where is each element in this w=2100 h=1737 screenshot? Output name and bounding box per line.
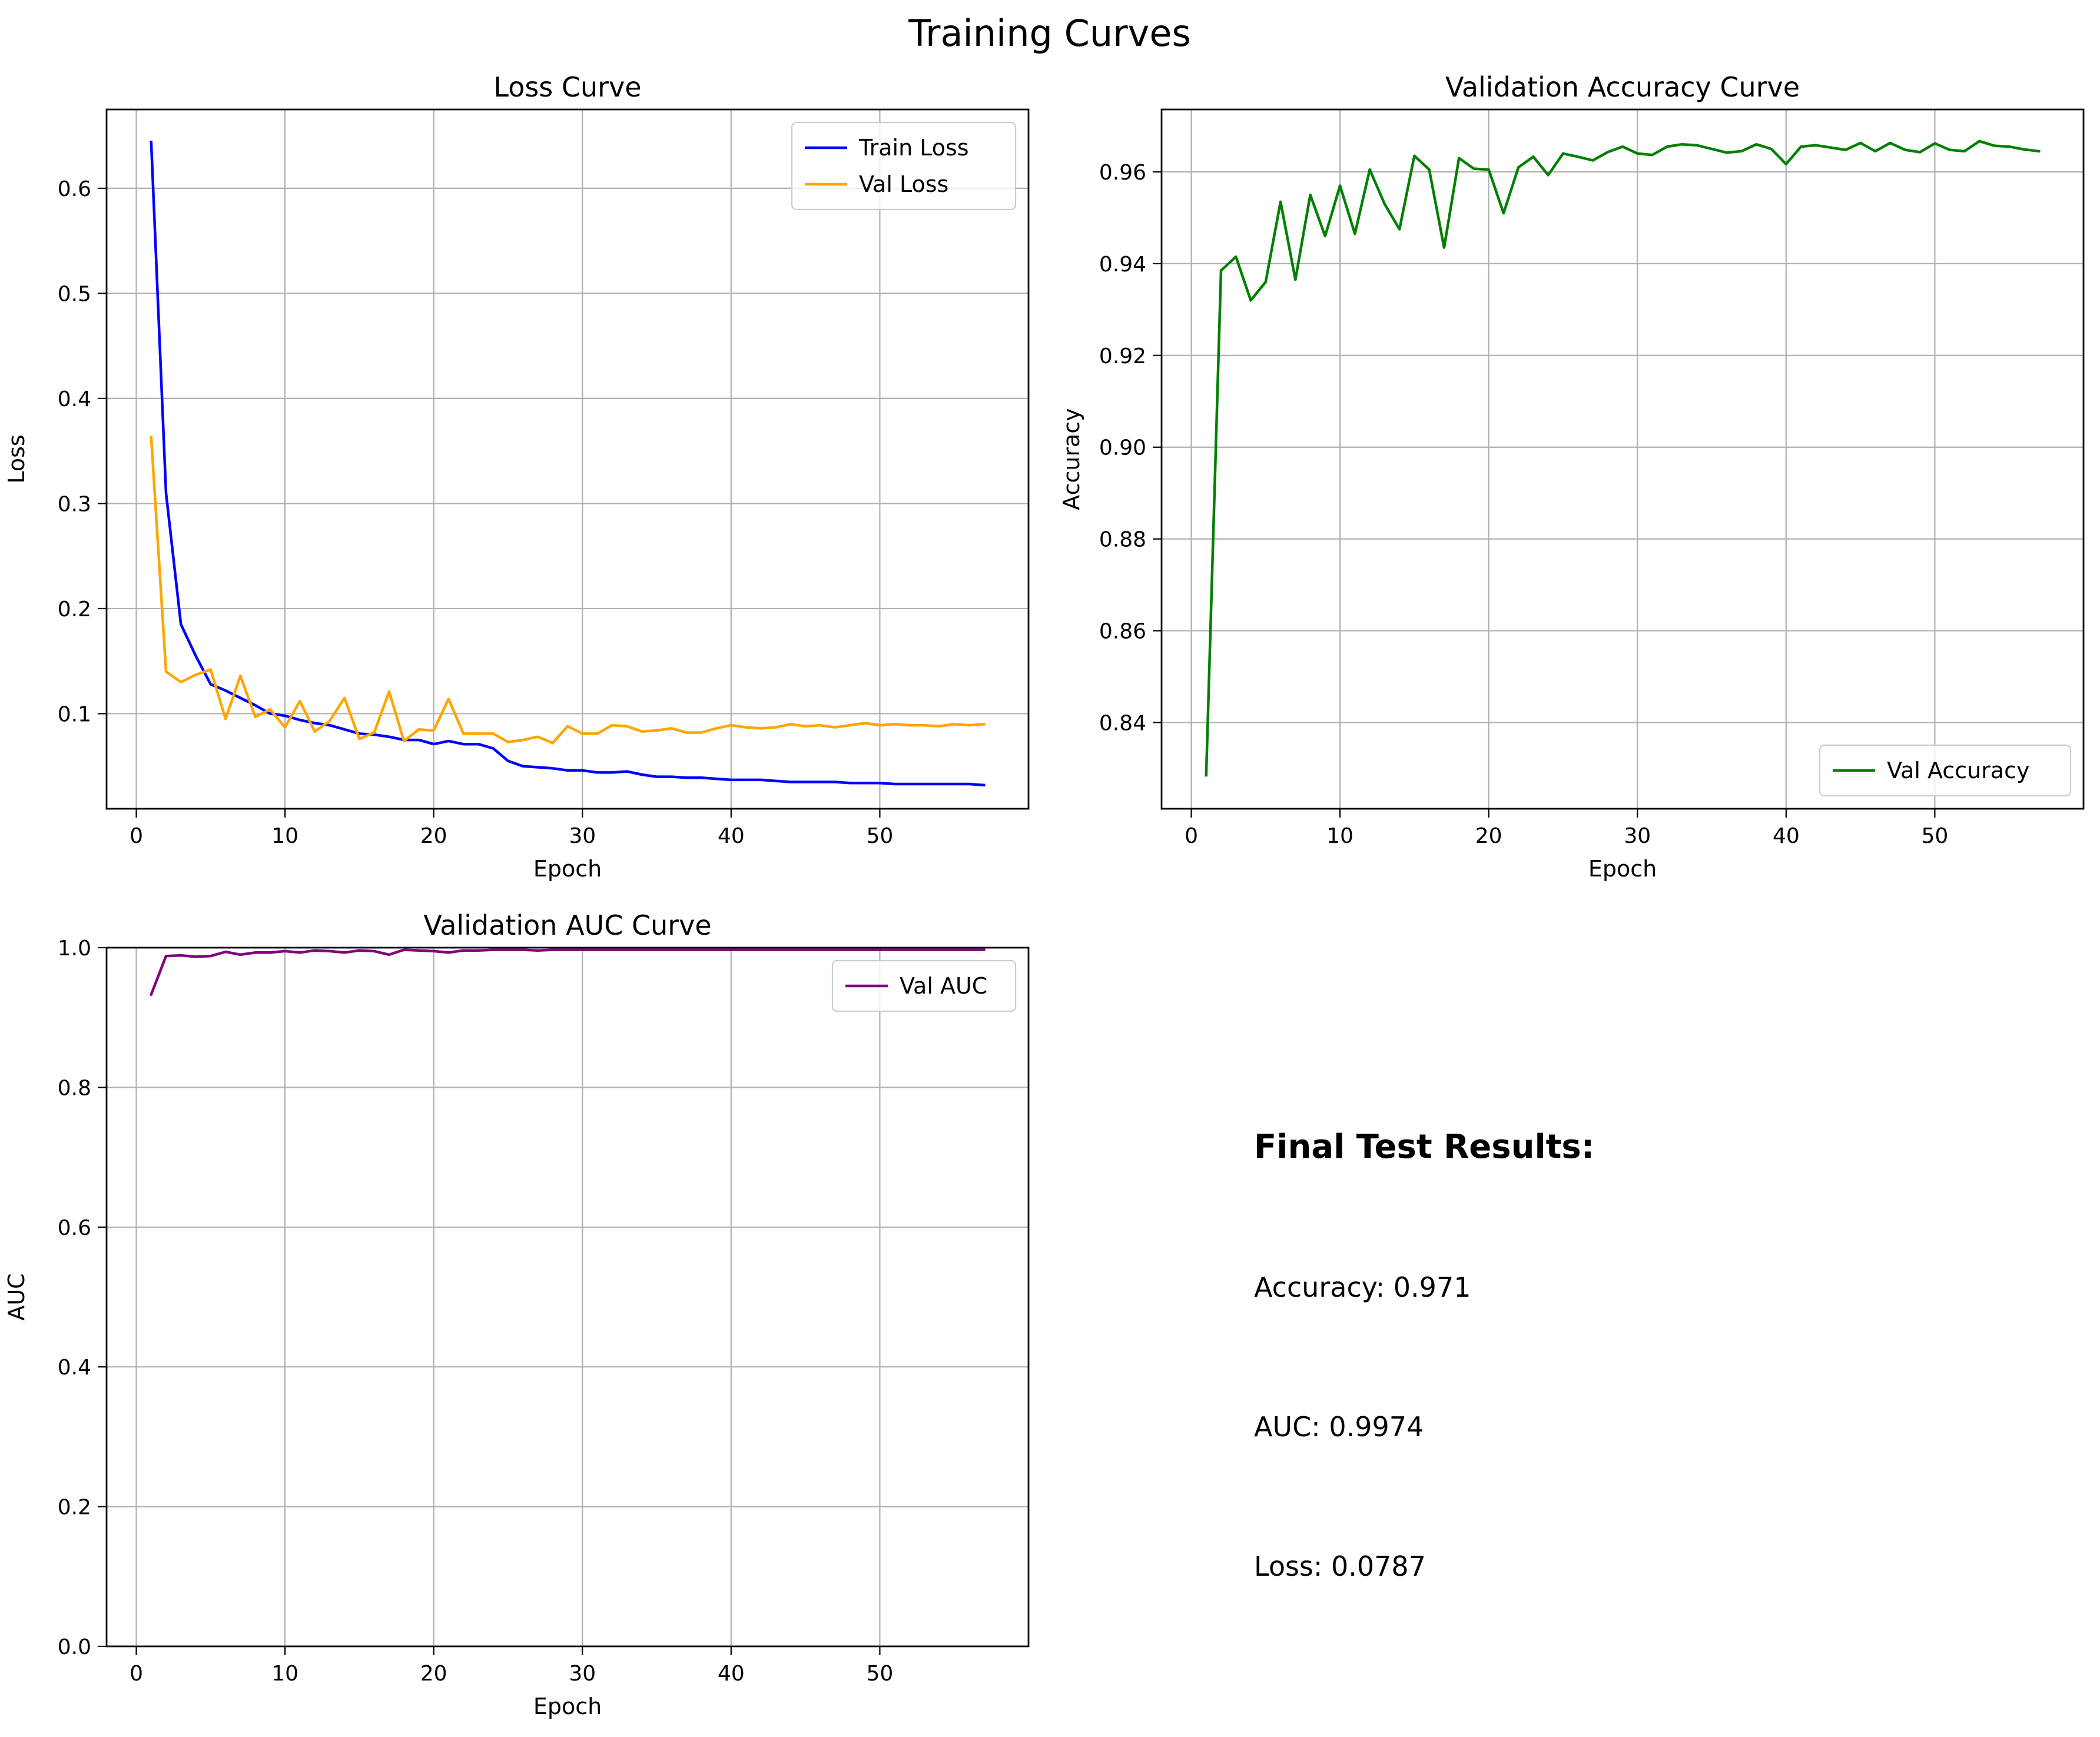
legend-entry: Val Accuracy bbox=[1887, 758, 2029, 783]
y-tick-label: 1.0 bbox=[58, 936, 91, 961]
x-tick-label: 40 bbox=[718, 1662, 745, 1686]
legend-entry: Val Loss bbox=[859, 171, 948, 197]
series-line-val-auc bbox=[149, 948, 986, 997]
legend-entry: Train Loss bbox=[858, 135, 969, 161]
legend: Train Loss Val Loss bbox=[791, 121, 1017, 211]
results-auc: AUC: 0.9974 bbox=[1254, 1411, 1424, 1443]
validation-auc-panel: 0 10 20 30 40 50 0.0 0.2 0.4 0.6 0.8 1.0 Validation … bbox=[4, 909, 1030, 1719]
y-axis-label: Accuracy bbox=[1059, 408, 1084, 510]
legend-entry: Val AUC bbox=[900, 973, 987, 999]
legend-box bbox=[1819, 744, 2072, 797]
x-tick-label: 30 bbox=[1624, 824, 1651, 848]
x-tick-label: 10 bbox=[271, 1662, 298, 1686]
x-tick-label: 20 bbox=[1475, 824, 1502, 848]
x-tick-label: 50 bbox=[1922, 824, 1949, 848]
y-axis-label: AUC bbox=[4, 1273, 29, 1320]
x-tick-label: 10 bbox=[271, 824, 298, 848]
legend: Val AUC bbox=[831, 959, 1017, 1012]
axes-title: Loss Curve bbox=[493, 71, 641, 103]
x-tick-label: 40 bbox=[1773, 824, 1800, 848]
axes-title: Validation Accuracy Curve bbox=[1445, 71, 1800, 103]
y-axis-label: Loss bbox=[4, 434, 29, 483]
series-line-val-accuracy bbox=[1205, 140, 2041, 777]
grid-lines bbox=[107, 946, 1029, 1648]
x-tick-label: 0 bbox=[130, 824, 143, 848]
y-tick-label: 0.2 bbox=[58, 597, 91, 622]
series-line-val-loss bbox=[150, 436, 986, 745]
axes-title: Validation AUC Curve bbox=[423, 909, 711, 941]
y-tick-label: 0.90 bbox=[1099, 436, 1146, 460]
results-heading: Final Test Results: bbox=[1254, 1128, 1594, 1166]
y-tick-label: 0.1 bbox=[58, 702, 91, 726]
y-tick-label: 0.4 bbox=[58, 1356, 91, 1380]
axes-frame bbox=[105, 108, 1030, 810]
validation-accuracy-panel: 0 10 20 30 40 50 0.84 0.86 0.88 0.90 0.92 0.94 0.96 V… bbox=[1059, 71, 2085, 882]
x-tick-label: 20 bbox=[420, 824, 447, 848]
loss-curve-panel: 0 10 20 30 40 50 0.1 0.2 0.3 0.4 0.5 0.6 Loss Curve E… bbox=[4, 71, 1030, 882]
y-tick-label: 0.84 bbox=[1099, 711, 1146, 735]
x-tick-label: 50 bbox=[867, 1662, 894, 1686]
y-tick-label: 0.88 bbox=[1099, 528, 1146, 552]
axes-frame bbox=[105, 946, 1030, 1648]
y-tick-label: 0.94 bbox=[1099, 253, 1146, 277]
y-tick-label: 0.4 bbox=[58, 387, 91, 411]
axes-frame bbox=[1160, 108, 2085, 810]
x-tick-label: 30 bbox=[569, 824, 596, 848]
x-tick-label: 20 bbox=[420, 1662, 447, 1686]
series-line-train-loss bbox=[150, 140, 986, 787]
x-tick-label: 40 bbox=[718, 824, 745, 848]
x-tick-label: 50 bbox=[867, 824, 894, 848]
final-test-results: Final Test Results: Accuracy: 0.971 AUC:… bbox=[1254, 1128, 1594, 1582]
grid-lines bbox=[107, 109, 1029, 809]
x-tick-label: 0 bbox=[130, 1662, 143, 1686]
x-axis-label: Epoch bbox=[533, 856, 602, 882]
y-tick-label: 0.2 bbox=[58, 1496, 91, 1520]
y-tick-label: 0.96 bbox=[1099, 161, 1146, 185]
figure-suptitle: Training Curves bbox=[908, 12, 1191, 55]
results-accuracy: Accuracy: 0.971 bbox=[1254, 1271, 1471, 1303]
y-tick-label: 0.3 bbox=[58, 492, 91, 516]
y-tick-label: 0.0 bbox=[58, 1635, 91, 1659]
y-tick-label: 0.8 bbox=[58, 1076, 91, 1100]
results-loss: Loss: 0.0787 bbox=[1254, 1550, 1426, 1582]
grid-lines bbox=[1162, 109, 2084, 809]
x-axis-label: Epoch bbox=[1588, 856, 1657, 882]
y-tick-label: 0.92 bbox=[1099, 344, 1146, 368]
legend: Val Accuracy bbox=[1819, 744, 2072, 797]
y-tick-label: 0.5 bbox=[58, 282, 91, 306]
y-tick-label: 0.6 bbox=[58, 1216, 91, 1240]
legend-box bbox=[791, 121, 1017, 211]
y-tick-label: 0.86 bbox=[1099, 620, 1146, 644]
legend-box bbox=[831, 959, 1017, 1012]
x-tick-label: 10 bbox=[1326, 824, 1353, 848]
y-tick-label: 0.6 bbox=[58, 177, 91, 201]
x-tick-label: 30 bbox=[569, 1662, 596, 1686]
x-tick-label: 0 bbox=[1185, 824, 1198, 848]
x-axis-label: Epoch bbox=[533, 1693, 602, 1719]
